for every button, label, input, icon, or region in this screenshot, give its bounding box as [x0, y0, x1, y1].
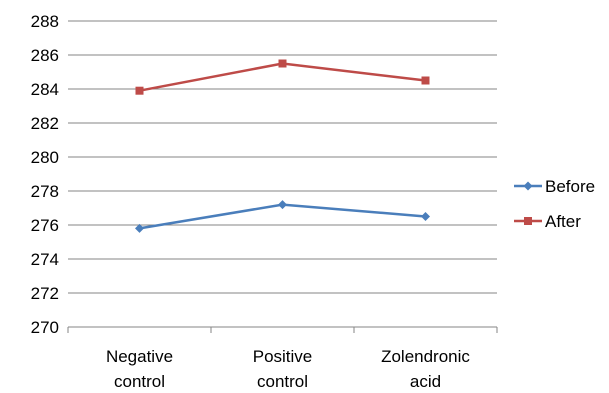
y-tick-label: 274 [31, 250, 59, 269]
data-point [278, 200, 287, 210]
y-tick-label: 278 [31, 182, 59, 201]
series-before [135, 200, 430, 233]
y-axis-tick-labels: 270 272 274 276 278 280 282 284 286 288 [31, 12, 59, 337]
data-point [421, 212, 430, 221]
series-line [139, 62, 426, 92]
y-tick-label: 286 [31, 46, 59, 65]
x-tick-label: Zolendronic acid [381, 347, 470, 391]
y-tick-label: 280 [31, 148, 59, 167]
y-tick-label: 282 [31, 114, 59, 133]
x-axis-tick-labels: Negative control Positive control Zolendroni… [106, 347, 470, 391]
legend-marker [524, 217, 532, 225]
series-group [135, 59, 430, 233]
data-point [135, 86, 144, 95]
data-point [421, 76, 430, 85]
y-tick-label: 276 [31, 216, 59, 235]
x-tick-label: Negative control [106, 347, 173, 391]
x-tick-label: Positive control [253, 347, 313, 391]
legend-label: After [545, 212, 581, 231]
series-after [135, 59, 430, 95]
y-tick-label: 288 [31, 12, 59, 31]
legend: Before After [514, 177, 595, 231]
legend-label: Before [545, 177, 595, 196]
y-tick-label: 272 [31, 284, 59, 303]
legend-entry: Before [514, 177, 595, 196]
y-tick-label: 284 [31, 80, 59, 99]
data-point [278, 59, 287, 68]
x-axis [67, 326, 498, 333]
legend-entry: After [514, 212, 581, 231]
legend-marker [523, 181, 533, 191]
data-point [135, 223, 144, 233]
y-tick-label: 270 [31, 318, 59, 337]
